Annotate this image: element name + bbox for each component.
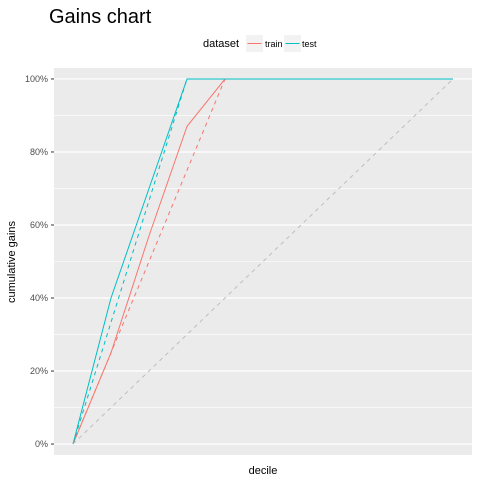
y-tick-label: 40% (30, 293, 48, 303)
legend-item-test: test (284, 35, 317, 52)
y-tick-label: 0% (35, 439, 48, 449)
series-lines (72, 78, 454, 445)
legend-label-test: test (302, 39, 317, 49)
y-tick-label: 20% (30, 366, 48, 376)
y-axis-label: cumulative gains (6, 221, 18, 303)
y-tick-label: 80% (30, 147, 48, 157)
grid-minor (54, 115, 472, 408)
y-axis-ticks: 0% 20% 40% 60% 80% 100% (25, 74, 54, 449)
legend-title: dataset (203, 38, 239, 50)
x-axis-label: decile (249, 465, 278, 477)
chart-title: Gains chart (49, 6, 152, 28)
legend-item-train: train (246, 35, 283, 52)
y-tick-label: 60% (30, 220, 48, 230)
legend-label-train: train (265, 39, 283, 49)
y-tick-label: 100% (25, 74, 48, 84)
legend: dataset train test (203, 35, 317, 52)
